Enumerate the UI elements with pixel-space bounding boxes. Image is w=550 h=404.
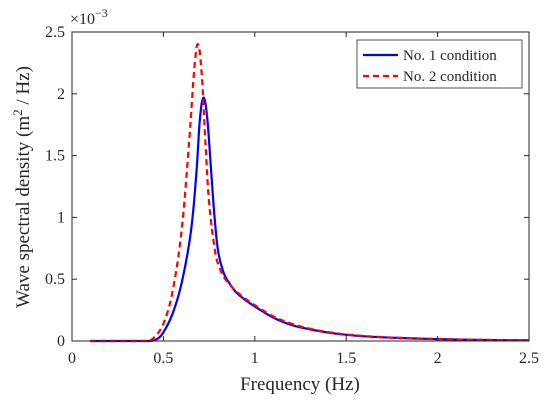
x-tick-label: 1.5	[336, 350, 356, 367]
x-tick-label: 0.5	[153, 350, 173, 367]
ticks-layer: 0 0.5 1 1.5 2 2.5 0 0.5 1 1.5 2 2.5	[45, 24, 539, 367]
legend-label-no2: No. 2 condition	[403, 69, 497, 85]
y-tick-label: 1	[57, 209, 65, 226]
y-tick-label: 2	[57, 86, 65, 103]
y-tick-label: 2.5	[45, 24, 65, 41]
legend-label-no1: No. 1 condition	[403, 48, 497, 64]
y-tick-label: 0.5	[45, 271, 65, 288]
y-axis-label: Wave spectral density (m2 / Hz)	[10, 66, 34, 308]
series-layer	[90, 43, 530, 343]
y-tick-label: 0	[57, 333, 65, 350]
x-tick-label: 2.5	[519, 350, 539, 367]
x-tick-label: 2	[434, 350, 442, 367]
x-axis-label: Frequency (Hz)	[240, 374, 360, 395]
x-tick-label: 1	[251, 350, 259, 367]
y-multiplier-exponent: −3	[95, 6, 108, 20]
legend-box	[356, 39, 523, 89]
legend: No. 1 condition No. 2 condition	[356, 39, 523, 89]
y-multiplier: ×10−3	[70, 6, 108, 28]
x-tick-label: 0	[68, 350, 76, 367]
plot-frame	[71, 31, 530, 342]
y-axis-label-superscript: 2	[10, 109, 25, 116]
series-line-no2	[90, 43, 530, 343]
y-tick-label: 1.5	[45, 148, 65, 165]
